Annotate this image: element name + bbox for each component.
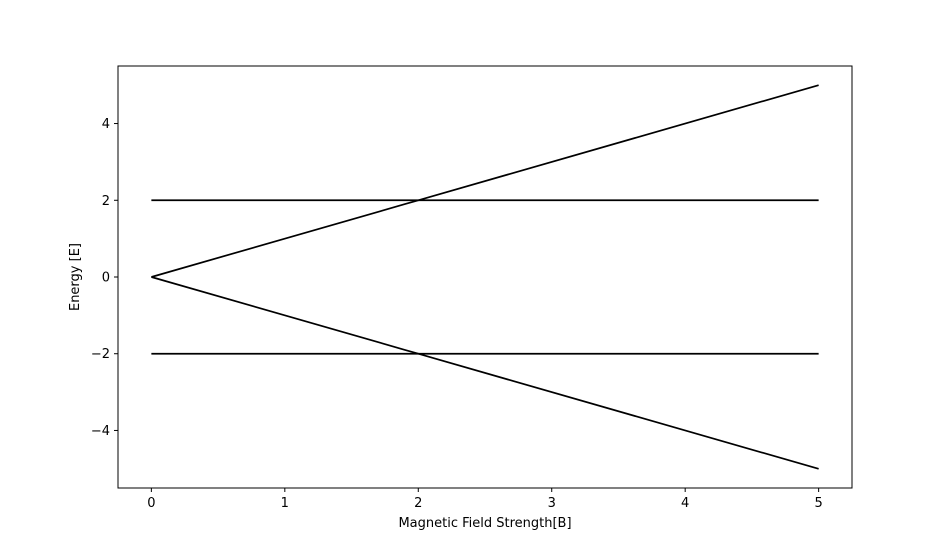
x-axis-ticks: 0 1 2 3 4 5 [147, 488, 823, 511]
y-axis-ticks: −4 −2 0 2 4 [91, 117, 118, 439]
y-tick-label: −2 [91, 347, 110, 362]
x-tick-label: 4 [681, 496, 689, 511]
y-tick-label: 4 [102, 117, 110, 132]
axes-frame [117, 65, 853, 489]
y-tick-label: −4 [91, 424, 110, 439]
series-line-2 [151, 84, 819, 278]
series-line-3 [151, 276, 819, 470]
x-tick-label: 3 [548, 496, 556, 511]
x-axis-label: Magnetic Field Strength[B] [398, 516, 571, 531]
x-tick-label: 5 [814, 496, 822, 511]
y-tick-label: 2 [102, 194, 110, 209]
x-tick-label: 1 [281, 496, 289, 511]
x-tick-label: 0 [147, 496, 155, 511]
y-axis-label: Energy [E] [68, 243, 83, 311]
x-tick-label: 2 [414, 496, 422, 511]
y-tick-label: 0 [102, 271, 110, 286]
series-layer [151, 84, 819, 470]
